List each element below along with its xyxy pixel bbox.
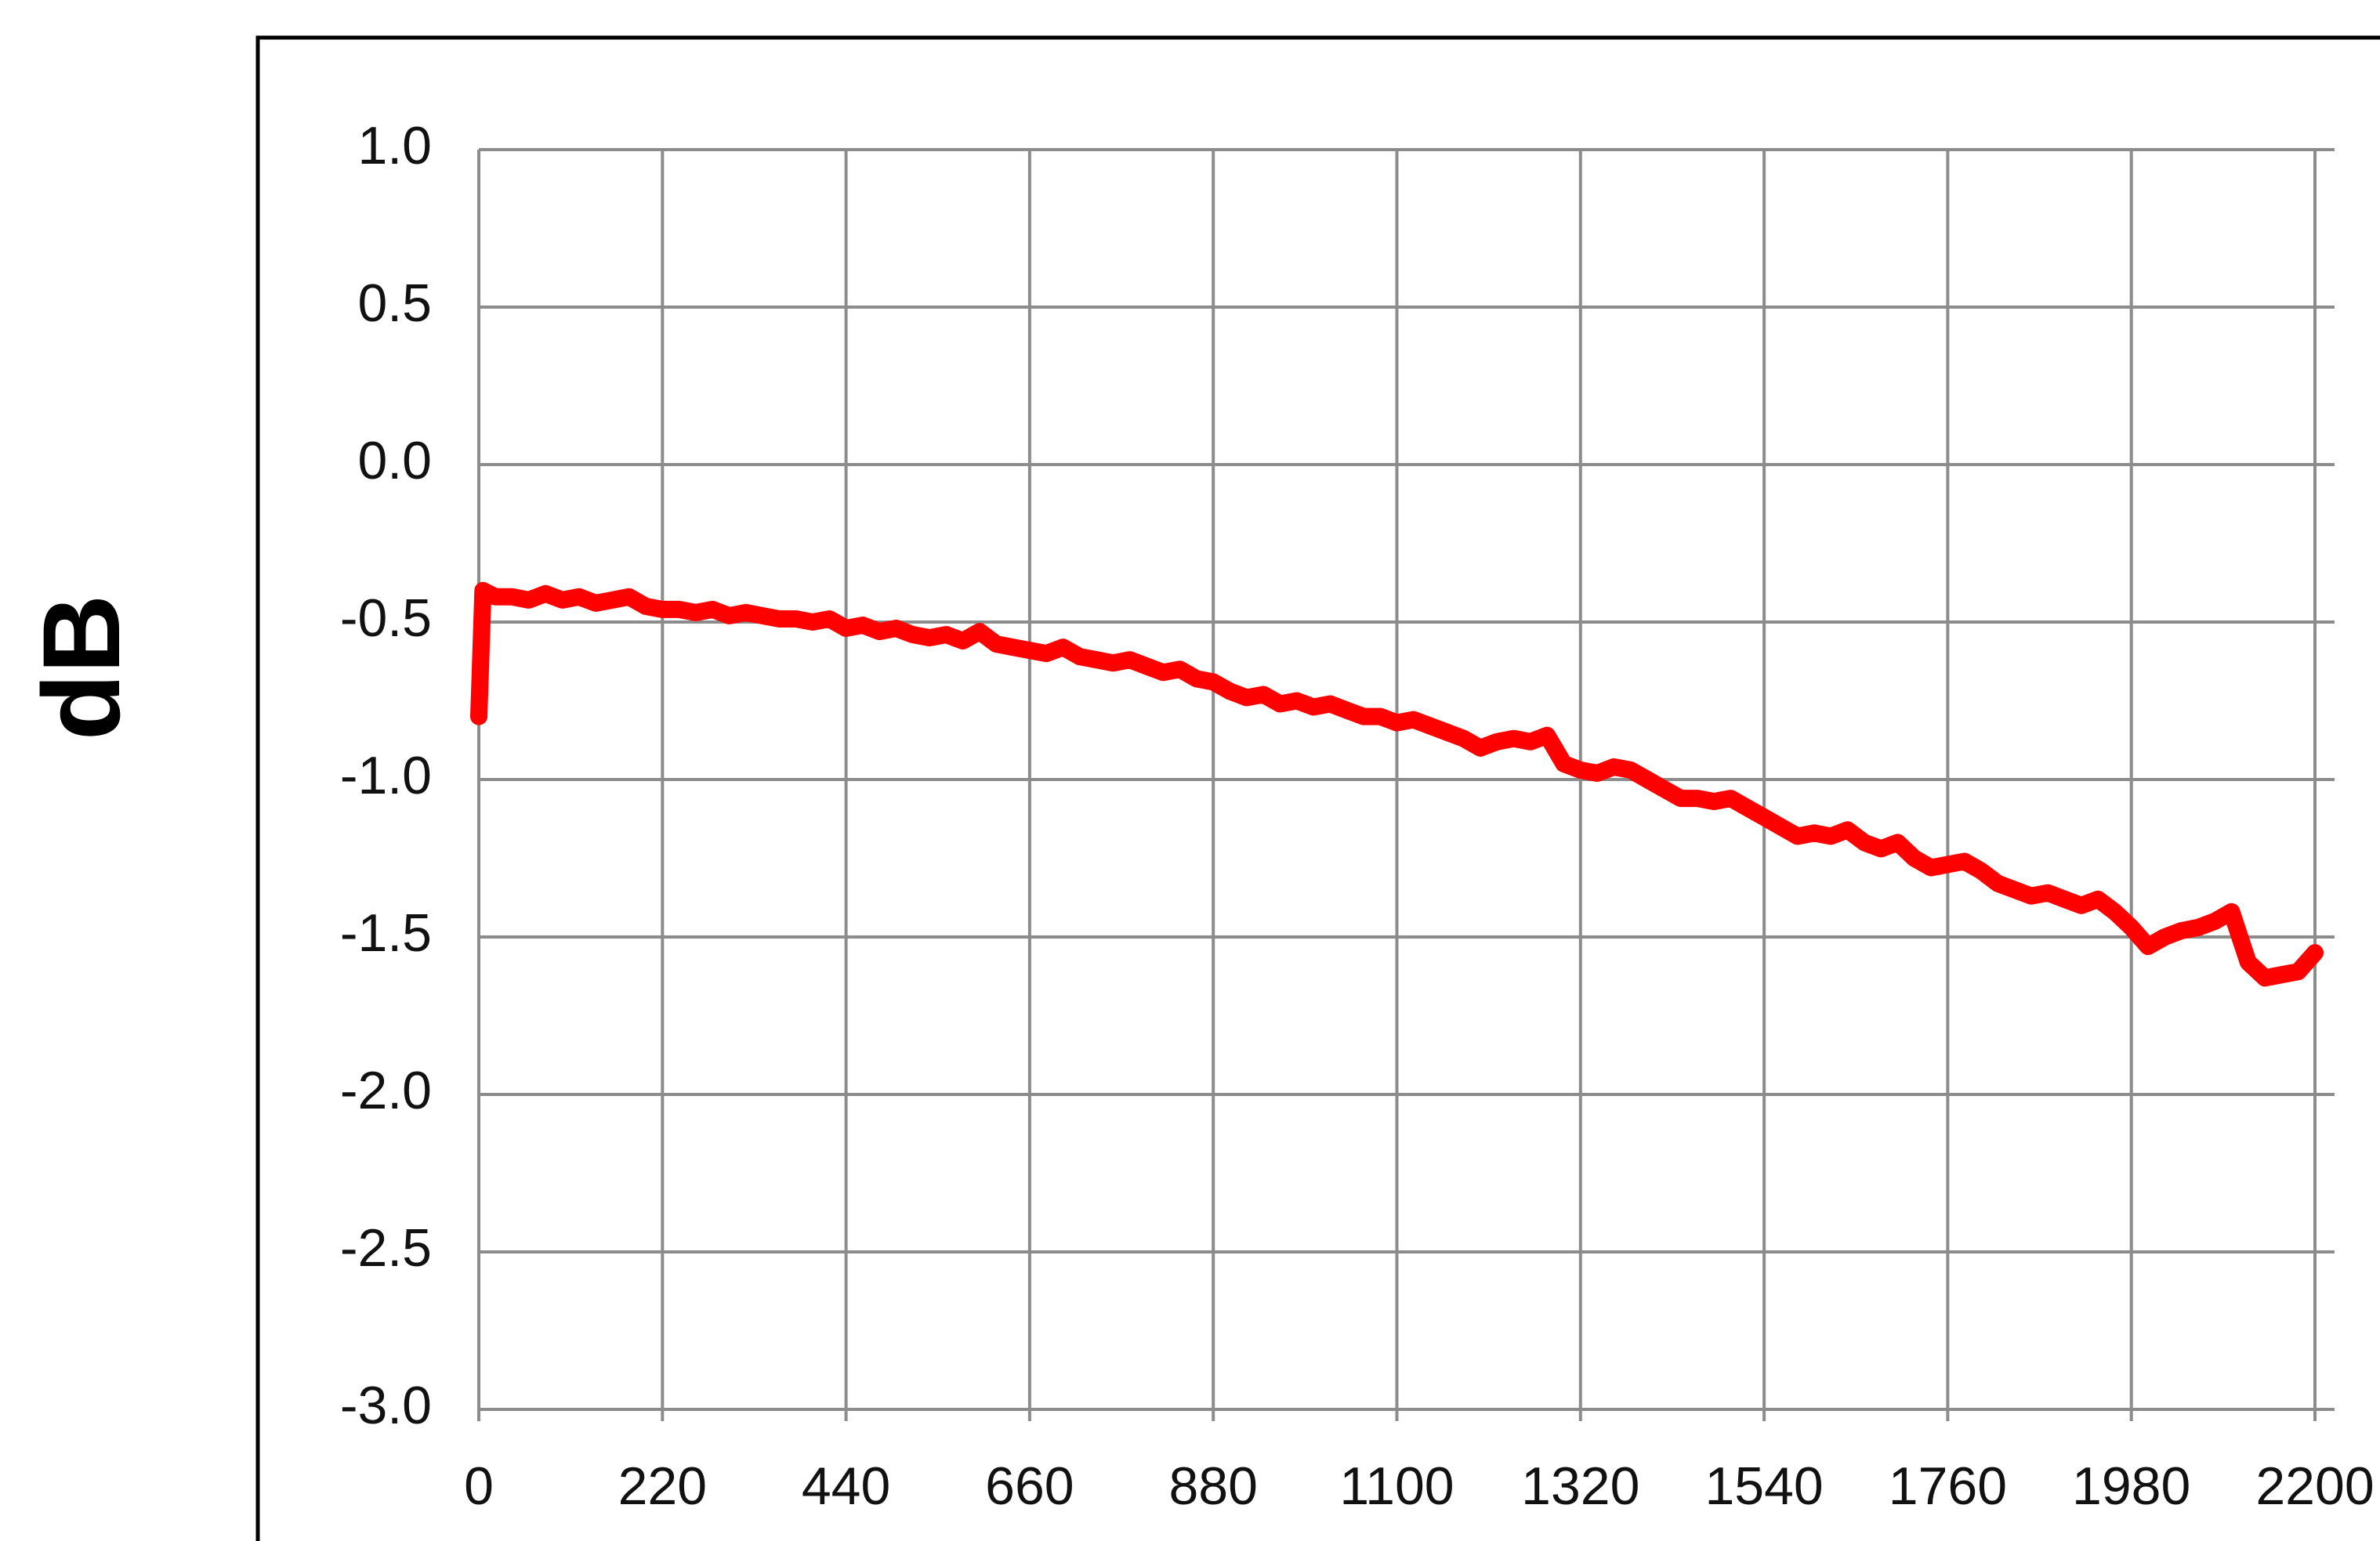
gridlines [477,148,2335,1421]
y-tick-label: -1.0 [340,746,432,805]
plot-frame [255,35,2380,1541]
x-tick-label: 660 [985,1456,1074,1516]
y-tick-label: -2.0 [340,1061,432,1120]
series-layer [470,581,2324,987]
y-tick-label: -0.5 [340,588,432,648]
series-line [470,581,2324,987]
x-tick-labels: 0 220 440 660 880 1100 1320 1540 1760 1980 2200 [464,1456,2375,1516]
y-tick-label: 0.5 [357,273,432,333]
x-tick-label: 1980 [2072,1456,2190,1516]
y-tick-label: 0.0 [357,431,432,490]
y-tick-label: -2.5 [340,1218,432,1278]
x-tick-label: 1540 [1704,1456,1823,1516]
x-tick-label: 1320 [1521,1456,1639,1516]
x-tick-label: 2200 [2255,1456,2374,1516]
y-axis-label: dB [20,595,143,741]
y-tick-label: -3.0 [340,1376,432,1435]
y-tick-labels: 1.0 0.5 0.0 -0.5 -1.0 -1.5 -2.0 -2.5 -3.0 [340,116,432,1435]
x-tick-label: 440 [802,1456,890,1516]
x-tick-label: 0 [464,1456,494,1516]
x-tick-label: 1100 [1339,1456,1454,1516]
x-tick-label: 1760 [1889,1456,2007,1516]
y-tick-label: -1.5 [340,903,432,963]
y-tick-label: 1.0 [357,116,432,175]
x-tick-label: 880 [1168,1456,1257,1516]
x-tick-label: 220 [618,1456,707,1516]
